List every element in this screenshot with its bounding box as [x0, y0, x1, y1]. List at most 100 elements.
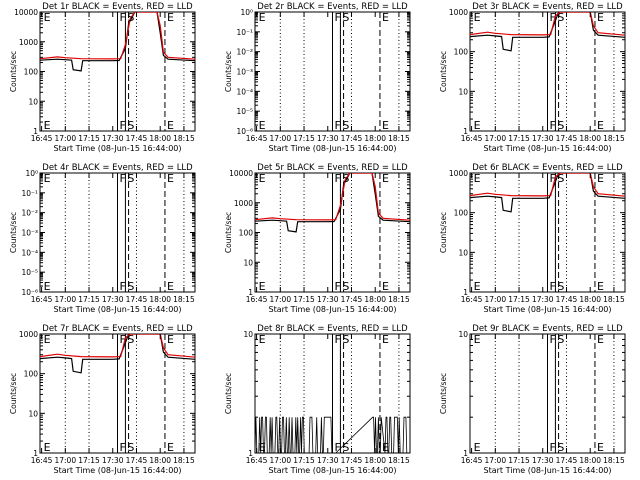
lld-series-line — [40, 334, 195, 358]
lld-series-line — [470, 12, 625, 36]
x-tick-label: 17:15 — [508, 456, 530, 465]
y-tick-label: 1000 — [19, 38, 38, 47]
panel-title: Det 8r BLACK = Events, RED = LLD — [257, 324, 408, 334]
panel-title: Det 1r BLACK = Events, RED = LLD — [42, 2, 193, 12]
x-tick-label: 16:45 — [461, 295, 483, 304]
y-axis-label: Counts/sec — [9, 373, 18, 414]
x-axis-label: Start Time (08-Jun-15 16:44:00) — [484, 466, 612, 475]
event-marker-label: E — [474, 280, 481, 293]
detector-panel: Det 7r BLACK = Events, RED = LLDEEFFSSEE… — [9, 324, 196, 475]
x-tick-label: 16:45 — [31, 456, 53, 465]
event-marker-label: F — [550, 172, 556, 185]
panel-title: Det 6r BLACK = Events, RED = LLD — [472, 163, 623, 173]
x-tick-label: 17:00 — [54, 134, 76, 143]
x-tick-label: 18:00 — [364, 134, 386, 143]
x-tick-label: 17:00 — [484, 456, 506, 465]
detector-panel: Det 2r BLACK = Events, RED = LLDEEFFSSEE… — [224, 2, 411, 153]
y-tick-label: 10⁻⁴ — [21, 248, 38, 257]
x-tick-label: 18:15 — [173, 134, 195, 143]
y-tick-label: 1000 — [234, 199, 253, 208]
x-tick-label: 16:45 — [461, 456, 483, 465]
detector-panel: Det 4r BLACK = Events, RED = LLDEEFFSSEE… — [9, 163, 196, 314]
x-tick-label: 17:45 — [341, 134, 363, 143]
y-tick-label: 1 — [33, 127, 38, 136]
x-tick-label: 18:15 — [388, 456, 410, 465]
x-tick-label: 16:45 — [461, 134, 483, 143]
y-tick-label: 1 — [463, 449, 468, 458]
x-tick-label: 17:45 — [556, 134, 578, 143]
event-marker-label: E — [382, 11, 389, 24]
y-tick-label: 1 — [248, 449, 253, 458]
x-tick-label: 18:15 — [173, 456, 195, 465]
event-marker-label: E — [44, 11, 51, 24]
x-tick-label: 17:30 — [102, 134, 124, 143]
event-marker-label: F — [335, 119, 341, 132]
x-tick-label: 16:45 — [246, 295, 268, 304]
x-tick-label: 18:00 — [149, 295, 171, 304]
y-tick-label: 10⁻³ — [236, 68, 253, 77]
y-tick-label: 10⁻⁶ — [21, 288, 38, 297]
event-marker-label: E — [167, 333, 174, 346]
y-tick-label: 10⁰ — [240, 8, 253, 17]
y-tick-label: 100 — [24, 370, 39, 379]
x-tick-label: 17:15 — [293, 134, 315, 143]
x-tick-label: 17:45 — [556, 456, 578, 465]
x-tick-label: 18:00 — [579, 456, 601, 465]
x-tick-label: 17:15 — [293, 456, 315, 465]
event-marker-label: E — [597, 119, 604, 132]
event-marker-label: S — [557, 11, 564, 24]
events-series-line — [255, 173, 410, 233]
x-tick-label: 17:00 — [484, 134, 506, 143]
x-tick-label: 18:00 — [364, 295, 386, 304]
detector-panel: Det 3r BLACK = Events, RED = LLDEEFFSSEE… — [439, 2, 626, 153]
y-tick-label: 1 — [463, 127, 468, 136]
event-marker-label: E — [259, 11, 266, 24]
x-axis-label: Start Time (08-Jun-15 16:44:00) — [269, 305, 397, 314]
event-marker-label: E — [474, 11, 481, 24]
event-marker-label: F — [120, 441, 126, 454]
x-tick-label: 17:00 — [54, 456, 76, 465]
event-marker-label: E — [597, 172, 604, 185]
y-tick-label: 10⁰ — [25, 169, 38, 178]
lld-series-line — [255, 173, 410, 221]
y-tick-label: 10⁻⁵ — [236, 107, 253, 116]
x-tick-label: 18:00 — [579, 134, 601, 143]
event-marker-label: F — [120, 333, 126, 346]
detector-panel: Det 9r BLACK = Events, RED = LLDEEFFSSEE… — [439, 324, 626, 475]
y-tick-label: 1 — [463, 288, 468, 297]
x-tick-label: 16:45 — [31, 134, 53, 143]
y-tick-label: 10 — [28, 97, 38, 106]
x-tick-label: 18:15 — [388, 134, 410, 143]
detector-panel: Det 5r BLACK = Events, RED = LLDEEFFSSEE… — [224, 163, 411, 314]
x-tick-label: 18:15 — [603, 456, 625, 465]
y-tick-label: 10 — [243, 330, 253, 339]
y-tick-label: 10000 — [229, 169, 253, 178]
event-marker-label: E — [44, 119, 51, 132]
event-marker-label: E — [167, 441, 174, 454]
x-tick-label: 17:00 — [484, 295, 506, 304]
panel-title: Det 5r BLACK = Events, RED = LLD — [257, 163, 408, 173]
event-marker-label: E — [259, 280, 266, 293]
detector-panel: Det 1r BLACK = Events, RED = LLDEEFFSSEE… — [9, 2, 196, 153]
events-series-line — [255, 416, 410, 453]
x-axis-label: Start Time (08-Jun-15 16:44:00) — [54, 144, 182, 153]
y-tick-label: 10⁻¹ — [21, 189, 38, 198]
event-marker-label: F — [335, 11, 341, 24]
event-marker-label: S — [342, 441, 349, 454]
event-marker-label: S — [342, 119, 349, 132]
x-tick-label: 17:00 — [54, 295, 76, 304]
x-tick-label: 18:00 — [149, 456, 171, 465]
event-marker-label: E — [259, 119, 266, 132]
event-marker-label: S — [557, 172, 564, 185]
y-tick-label: 10⁻¹ — [236, 28, 253, 37]
x-tick-label: 17:30 — [317, 295, 339, 304]
event-marker-label: F — [335, 333, 341, 346]
event-marker-label: E — [167, 172, 174, 185]
y-tick-label: 10 — [458, 87, 468, 96]
